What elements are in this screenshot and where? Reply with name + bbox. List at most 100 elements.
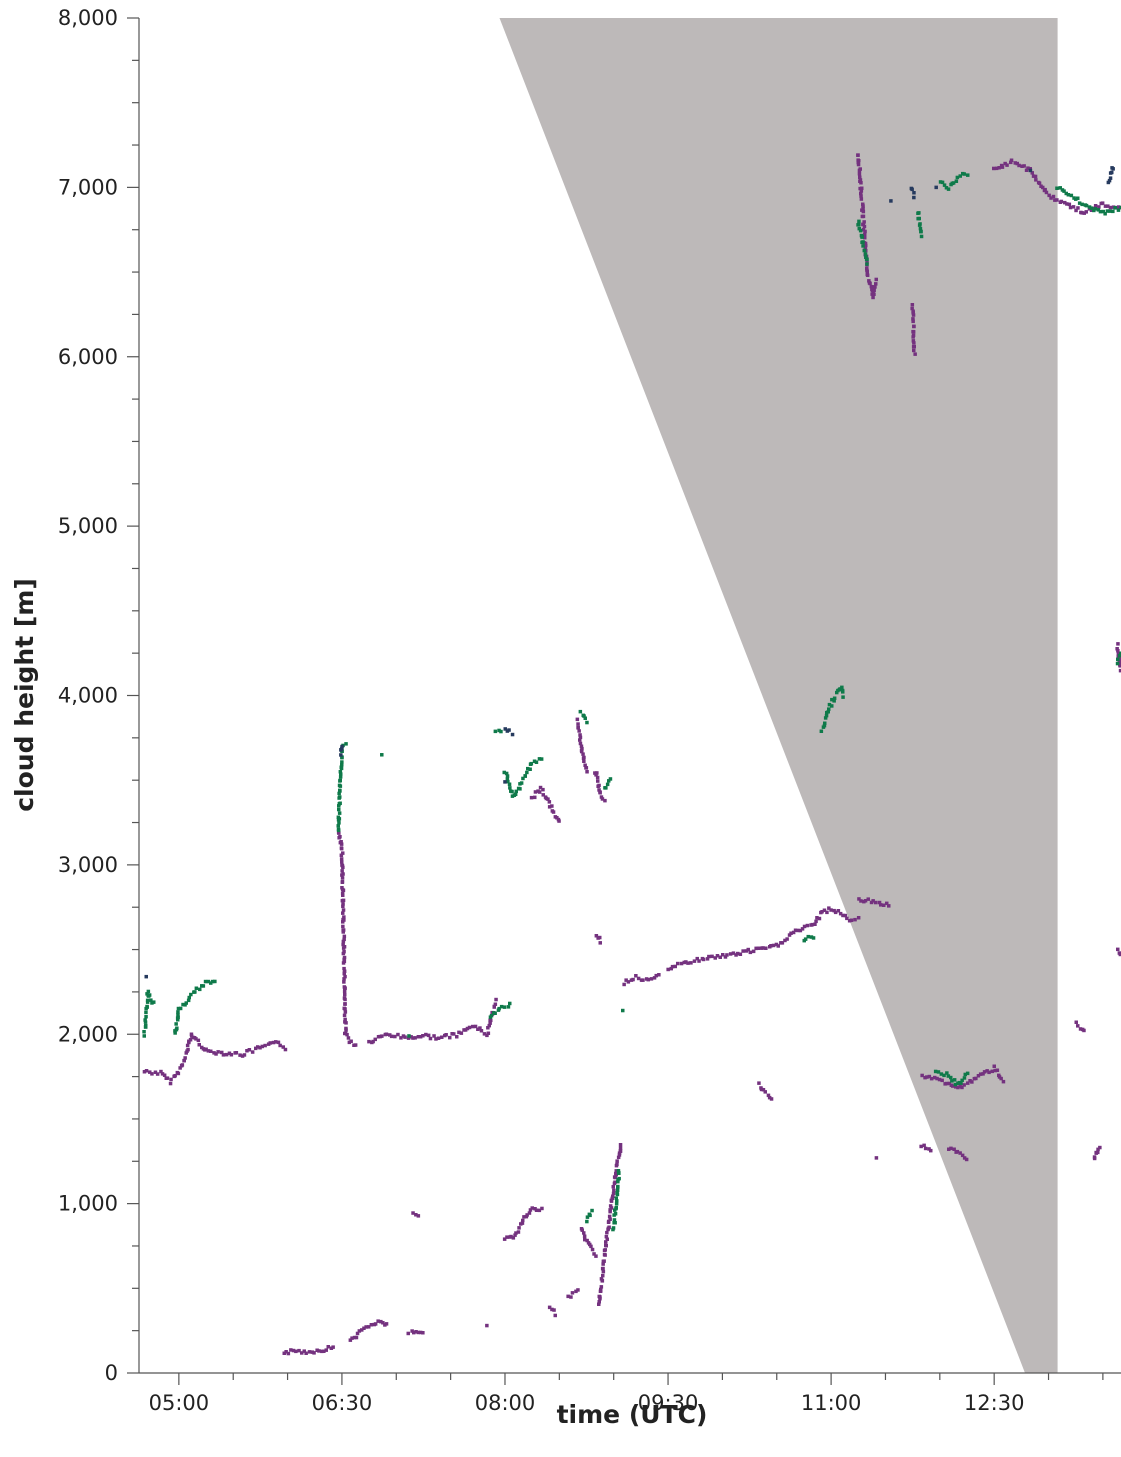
- data-point: [1101, 209, 1106, 214]
- data-point: [529, 761, 534, 766]
- data-point: [634, 974, 638, 978]
- data-point: [528, 1208, 533, 1212]
- data-point: [144, 1069, 149, 1073]
- data-point: [341, 898, 346, 903]
- data-point: [618, 1146, 623, 1150]
- data-point: [184, 1051, 188, 1055]
- data-point: [340, 746, 344, 751]
- data-point: [145, 992, 149, 996]
- data-point: [676, 961, 680, 966]
- data-point: [467, 1025, 472, 1030]
- data-point: [872, 292, 876, 296]
- data-point: [424, 1032, 428, 1037]
- data-point: [849, 918, 854, 922]
- data-point: [1074, 1020, 1078, 1024]
- data-point: [911, 313, 916, 317]
- data-point: [679, 961, 684, 966]
- data-point: [889, 199, 893, 203]
- data-point: [479, 1029, 484, 1033]
- data-point: [340, 860, 344, 864]
- data-point: [617, 1176, 621, 1181]
- series-3: [144, 166, 1115, 979]
- data-point: [341, 888, 346, 893]
- data-point: [982, 1070, 987, 1074]
- data-point: [965, 1071, 970, 1076]
- data-point: [576, 1288, 580, 1292]
- data-point: [509, 1234, 513, 1239]
- data-point: [147, 993, 152, 997]
- data-point: [877, 900, 882, 905]
- data-point: [348, 1338, 353, 1342]
- data-point: [212, 1051, 216, 1055]
- data-point: [247, 1048, 252, 1052]
- data-point: [959, 1081, 963, 1085]
- data-point: [502, 770, 506, 775]
- data-point: [1080, 211, 1084, 215]
- data-point: [278, 1043, 282, 1048]
- data-point: [871, 295, 875, 300]
- series-2: [142, 171, 1121, 1232]
- data-point: [1074, 208, 1078, 213]
- data-point: [882, 903, 886, 907]
- data-point: [1003, 161, 1007, 166]
- data-point: [155, 1072, 160, 1076]
- data-point: [240, 1054, 245, 1058]
- data-point: [414, 1213, 418, 1217]
- data-point: [604, 1234, 609, 1239]
- data-point: [825, 910, 829, 915]
- data-point: [857, 219, 861, 224]
- data-point: [1015, 161, 1019, 166]
- data-point: [485, 1323, 489, 1328]
- data-point: [859, 189, 864, 193]
- data-point: [744, 949, 749, 953]
- data-point: [594, 1254, 598, 1258]
- data-point: [838, 911, 843, 916]
- data-point: [340, 880, 345, 884]
- data-point: [1078, 1027, 1083, 1031]
- data-point: [966, 173, 970, 177]
- data-point: [432, 1034, 436, 1038]
- data-point: [150, 1001, 154, 1005]
- data-point: [510, 732, 515, 737]
- data-point: [787, 933, 792, 937]
- data-point: [861, 240, 865, 244]
- data-point: [1116, 657, 1120, 662]
- data-point: [206, 1049, 211, 1053]
- data-point: [960, 1078, 964, 1083]
- data-point: [1009, 160, 1013, 165]
- data-point: [367, 1325, 371, 1329]
- data-point: [622, 982, 626, 987]
- data-point: [497, 728, 501, 733]
- data-point: [1034, 178, 1038, 182]
- data-point: [388, 1033, 392, 1037]
- data-point: [588, 1213, 592, 1218]
- data-point: [339, 772, 343, 776]
- data-point: [741, 949, 745, 953]
- data-point: [206, 979, 211, 984]
- data-point: [763, 1090, 767, 1094]
- data-point: [1115, 647, 1119, 651]
- data-point: [539, 757, 544, 761]
- data-point: [407, 1034, 411, 1038]
- y-tick-label: 4,000: [58, 684, 118, 708]
- data-point: [885, 901, 889, 906]
- data-point: [827, 702, 832, 707]
- data-point: [339, 846, 344, 851]
- data-point: [162, 1073, 167, 1077]
- data-point: [611, 1185, 615, 1189]
- data-point: [692, 959, 697, 963]
- data-point: [1118, 664, 1121, 668]
- data-point: [1111, 167, 1115, 171]
- data-point: [176, 1010, 180, 1014]
- x-tick-label: 08:00: [475, 1391, 536, 1415]
- data-point: [569, 1295, 573, 1299]
- data-point: [204, 1047, 208, 1051]
- data-point: [340, 869, 344, 873]
- data-point: [721, 953, 725, 957]
- data-point: [174, 1022, 178, 1026]
- data-point: [341, 902, 345, 906]
- data-point: [337, 836, 341, 840]
- data-point: [532, 759, 537, 763]
- data-point: [1091, 206, 1096, 211]
